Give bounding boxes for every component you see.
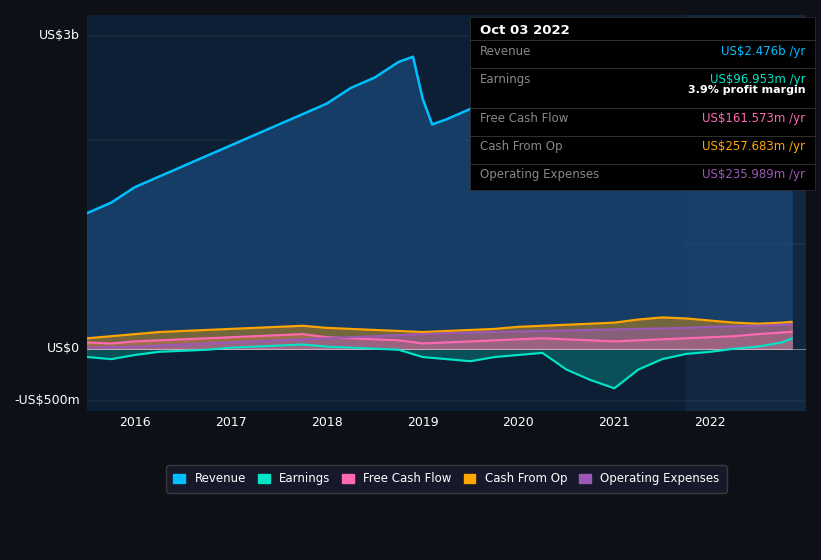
Text: Earnings: Earnings bbox=[480, 73, 532, 86]
Text: Free Cash Flow: Free Cash Flow bbox=[480, 112, 569, 125]
Text: US$257.683m /yr: US$257.683m /yr bbox=[703, 140, 805, 153]
Text: 3.9% profit margin: 3.9% profit margin bbox=[688, 85, 805, 95]
Text: Operating Expenses: Operating Expenses bbox=[480, 168, 599, 181]
Text: US$161.573m /yr: US$161.573m /yr bbox=[702, 112, 805, 125]
Text: Oct 03 2022: Oct 03 2022 bbox=[480, 24, 570, 36]
Text: US$2.476b /yr: US$2.476b /yr bbox=[721, 45, 805, 58]
Bar bbox=[686, 15, 806, 411]
Text: US$96.953m /yr: US$96.953m /yr bbox=[710, 73, 805, 86]
Text: Cash From Op: Cash From Op bbox=[480, 140, 562, 153]
Text: US$3b: US$3b bbox=[39, 29, 80, 43]
Text: Revenue: Revenue bbox=[480, 45, 532, 58]
Text: US$0: US$0 bbox=[47, 342, 80, 355]
Text: US$235.989m /yr: US$235.989m /yr bbox=[703, 168, 805, 181]
Text: -US$500m: -US$500m bbox=[14, 394, 80, 407]
Legend: Revenue, Earnings, Free Cash Flow, Cash From Op, Operating Expenses: Revenue, Earnings, Free Cash Flow, Cash … bbox=[167, 465, 727, 492]
